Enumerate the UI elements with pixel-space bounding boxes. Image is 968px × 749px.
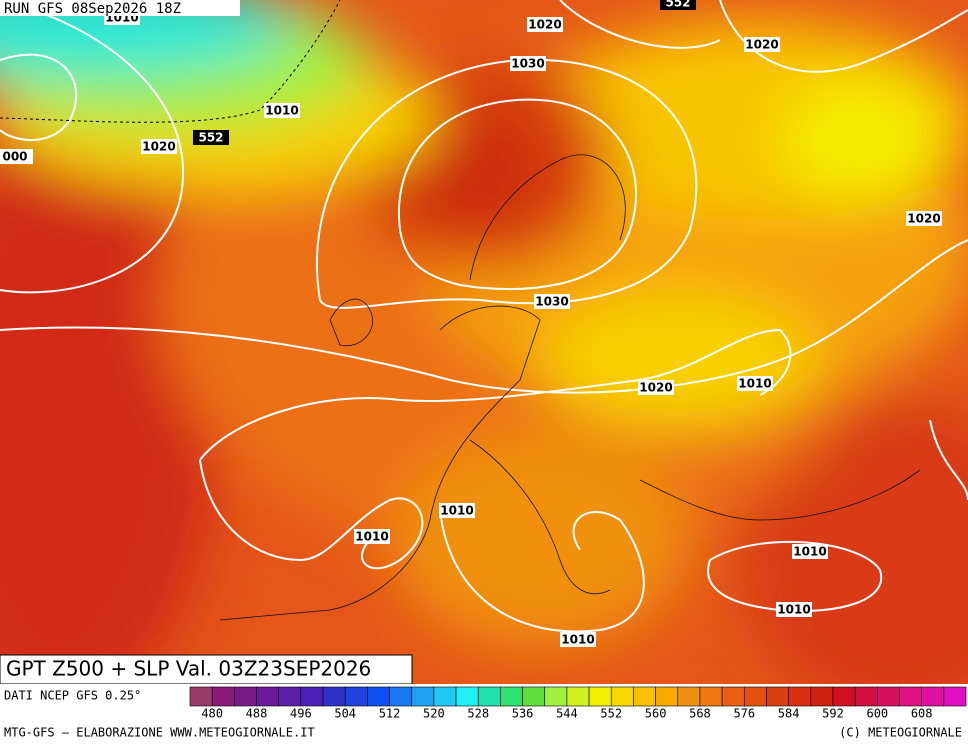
scale-cell <box>832 686 856 707</box>
scale-cell <box>455 686 479 707</box>
scale-cell <box>943 686 967 707</box>
contour-label-box <box>0 149 33 164</box>
scale-cell <box>411 686 435 707</box>
scale-label: 520 <box>423 707 445 721</box>
scale-cell <box>522 686 546 707</box>
isobars <box>0 0 968 633</box>
contour-label-box <box>264 103 300 118</box>
product-box <box>0 654 413 684</box>
scale-cell <box>721 686 745 707</box>
contour-label-box <box>737 376 773 391</box>
scale-cell <box>921 686 945 707</box>
scale-cell <box>234 686 257 707</box>
scale-cell <box>699 686 723 707</box>
scale-cell <box>189 686 213 707</box>
scale-cell <box>544 686 568 707</box>
scale-label: 496 <box>290 707 312 721</box>
scale-cell <box>256 686 279 707</box>
contour-label: 1030 <box>535 295 568 309</box>
scale-cell <box>633 686 656 707</box>
scale-cell <box>433 686 457 707</box>
contour-label: 552 <box>198 131 223 145</box>
credit-label: MTG-GFS — ELABORAZIONE WWW.METEOGIORNALE… <box>4 726 315 740</box>
scale-cell <box>367 686 390 707</box>
contour-label: 000 <box>2 150 27 164</box>
contour-label-box <box>776 602 812 617</box>
scale-cell <box>300 686 324 707</box>
contour-label-box <box>510 56 546 71</box>
contour-label: 1020 <box>142 140 175 154</box>
scale-label: 512 <box>379 707 401 721</box>
copyright-label: (C) METEOGIORNALE <box>839 726 962 740</box>
contour-label: 1010 <box>440 504 473 518</box>
source-label: DATI NCEP GFS 0.25° <box>4 689 141 703</box>
color-scale: 480 488 496 504 512 520 528 536 544 552 560 568 576 5… <box>189 686 967 721</box>
scale-label: 592 <box>822 707 844 721</box>
scale-label: 576 <box>733 707 755 721</box>
contour-label: 1010 <box>265 104 298 118</box>
scale-label: 568 <box>689 707 711 721</box>
geopotential-field <box>0 0 968 684</box>
contour-label: 1020 <box>528 18 561 32</box>
scale-cell <box>877 686 900 707</box>
scale-cell <box>810 686 834 707</box>
contour-label-box <box>534 294 570 309</box>
contour-label: 552 <box>665 0 690 10</box>
run-label: RUN GFS 08Sep2026 18Z <box>4 1 181 17</box>
contour-label-box <box>792 544 828 559</box>
contour-label-box <box>354 529 390 544</box>
product-label: GPT Z500 + SLP Val. 03Z23SEP2026 <box>6 657 371 681</box>
contour-label: 1010 <box>738 377 771 391</box>
scale-cell <box>788 686 812 707</box>
contour-label-box <box>744 37 780 52</box>
contour-label: 1030 <box>511 57 544 71</box>
contour-label-box <box>638 380 674 395</box>
scale-cell <box>500 686 523 707</box>
scale-cell <box>477 686 501 707</box>
scale-label: 528 <box>467 707 489 721</box>
contour-label: 1010 <box>355 530 388 544</box>
contour-label: 1010 <box>561 633 594 647</box>
contour-label: 1020 <box>745 38 778 52</box>
scale-cell <box>766 686 789 707</box>
scale-label: 560 <box>645 707 667 721</box>
contour-label-box <box>906 211 942 226</box>
scale-label: 536 <box>512 707 534 721</box>
scale-cell <box>854 686 878 707</box>
scale-cell <box>211 686 235 707</box>
contour-label-box <box>527 17 563 32</box>
contour-label-box <box>560 632 596 647</box>
scale-label: 608 <box>911 707 933 721</box>
contour-label: 1020 <box>639 381 672 395</box>
contour-label-box <box>141 139 177 154</box>
scale-label: 480 <box>201 707 223 721</box>
scale-cell <box>588 686 612 707</box>
scale-label: 584 <box>778 707 800 721</box>
contour-label: 1010 <box>777 603 810 617</box>
contour-label: 1010 <box>793 545 826 559</box>
contour-label: 1020 <box>907 212 940 226</box>
scale-cell <box>278 686 302 707</box>
contour-label-box <box>660 0 696 10</box>
scale-cell <box>677 686 701 707</box>
scale-cell <box>743 686 767 707</box>
scale-cell <box>610 686 634 707</box>
contour-label-box <box>439 503 475 518</box>
scale-cell <box>344 686 368 707</box>
map-area: 1010 552 1020 1030 1020 1010 552 1020 000 1020 103… <box>0 0 968 684</box>
scale-label: 600 <box>866 707 888 721</box>
scale-label: 552 <box>600 707 622 721</box>
scale-cell <box>389 686 413 707</box>
run-box <box>0 0 240 16</box>
scale-label: 488 <box>246 707 268 721</box>
scale-label: 504 <box>334 707 356 721</box>
scale-label: 544 <box>556 707 578 721</box>
scale-cell <box>655 686 679 707</box>
contour-label-box <box>193 130 229 145</box>
scale-cell <box>322 686 346 707</box>
scale-cell <box>899 686 922 707</box>
scale-cell <box>566 686 590 707</box>
coastlines <box>219 154 921 621</box>
